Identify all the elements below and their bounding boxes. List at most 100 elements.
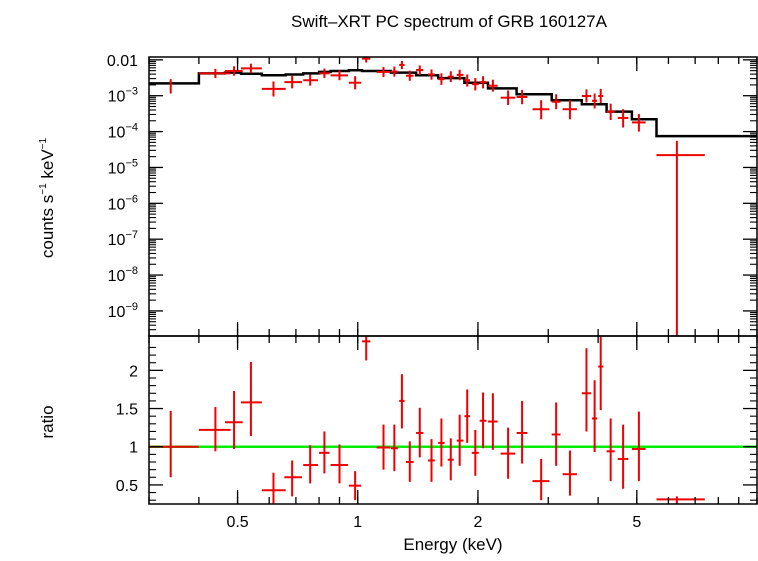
x-axis-label: Energy (keV) bbox=[403, 535, 502, 554]
spectrum-data-point bbox=[631, 113, 646, 132]
spectrum-data-point bbox=[224, 66, 243, 76]
ratio-data-point bbox=[532, 458, 550, 501]
spectrum-data-point bbox=[198, 68, 231, 79]
ratio-data-point bbox=[348, 471, 362, 501]
ratio-data-point bbox=[319, 431, 330, 474]
spectrum-data-point bbox=[261, 81, 286, 97]
spectrum-data-point bbox=[500, 90, 516, 106]
spectrum-data-point bbox=[456, 69, 464, 81]
ratio-panel: 0.5 1 1.5 2 0.5 1 2 5 bbox=[116, 335, 758, 531]
ratio-data-point bbox=[631, 411, 646, 482]
ratio-data-point bbox=[656, 496, 705, 504]
x-tick-label: 0.5 bbox=[226, 514, 248, 531]
spectrum-data-point bbox=[562, 100, 577, 120]
ratio-data-point bbox=[405, 441, 414, 482]
y-tick-label: 1 bbox=[129, 440, 138, 457]
svg-text:counts s−1 keV−1: counts s−1 keV−1 bbox=[38, 137, 57, 258]
spectrum-data-point bbox=[241, 63, 262, 73]
spectrum-data-point bbox=[319, 68, 330, 79]
spectrum-data-point bbox=[516, 89, 528, 105]
ratio-data-point bbox=[303, 445, 318, 484]
spectrum-data-point bbox=[656, 140, 705, 336]
ratio-data-point bbox=[438, 418, 445, 467]
spectrum-data-point bbox=[438, 73, 445, 85]
ratio-data-point bbox=[447, 438, 454, 481]
ratio-data-point bbox=[464, 389, 470, 443]
y-axis-label-ratio: ratio bbox=[38, 405, 57, 438]
x-tick-label: 1 bbox=[353, 514, 362, 531]
ratio-data-point bbox=[500, 427, 516, 479]
ratio-data-point bbox=[399, 374, 405, 429]
x-tick-label: 5 bbox=[632, 514, 641, 531]
ratio-plot-area bbox=[149, 336, 757, 504]
spectrum-data-point bbox=[428, 69, 435, 80]
spectrum-data-point bbox=[348, 76, 362, 90]
ratio-data-point bbox=[581, 348, 592, 432]
y-tick-label: 10−7 bbox=[108, 229, 138, 249]
spectrum-data-point bbox=[488, 79, 498, 92]
spectrum-data-point bbox=[464, 74, 470, 87]
spectrum-data-point bbox=[581, 89, 592, 103]
model-histogram bbox=[149, 69, 757, 138]
ratio-data-point bbox=[598, 336, 604, 411]
y-tick-label: 10−4 bbox=[108, 122, 138, 142]
spectrum-data-point bbox=[598, 88, 604, 104]
ratio-data-point bbox=[149, 410, 199, 478]
spectrum-data-point bbox=[591, 93, 598, 109]
spectrum-data-point bbox=[376, 67, 391, 78]
spectrum-panel-frame bbox=[148, 56, 758, 337]
y-tick-label: 10−9 bbox=[108, 301, 138, 321]
ratio-data-point bbox=[516, 400, 528, 464]
ratio-data-point bbox=[479, 392, 487, 449]
spectrum-data-point bbox=[330, 70, 348, 81]
spectrum-data-point bbox=[606, 103, 615, 121]
y-axis-label-spectrum: counts s−1 keV−1 bbox=[38, 137, 57, 258]
spectrum-data-point bbox=[551, 94, 561, 110]
ratio-data-point bbox=[261, 472, 286, 504]
x-tick-label: 2 bbox=[473, 514, 482, 531]
y-tick-label: 10−3 bbox=[108, 86, 138, 106]
y-tick-label: 10−6 bbox=[108, 193, 138, 213]
spectrum-ticks bbox=[148, 57, 758, 336]
spectrum-data-point bbox=[405, 70, 414, 81]
y-tick-label: 1.5 bbox=[116, 402, 138, 419]
y-tick-label: 0.01 bbox=[107, 53, 138, 70]
ratio-data-point bbox=[488, 393, 498, 450]
ratio-data-point bbox=[562, 450, 577, 496]
ratio-data-point bbox=[362, 336, 371, 361]
ratio-data-point bbox=[390, 424, 398, 472]
ratio-data-point bbox=[606, 418, 615, 482]
y-tick-label: 10−5 bbox=[108, 157, 138, 177]
y-tick-label: 10−8 bbox=[108, 265, 138, 285]
ratio-data-point bbox=[617, 424, 629, 489]
x-tick-labels: 0.5 1 2 5 bbox=[226, 514, 641, 531]
y-label-counts: counts s bbox=[38, 195, 57, 258]
y-tick-label: 0.5 bbox=[116, 478, 138, 495]
y-label-kev: keV bbox=[38, 149, 57, 184]
ratio-data-point bbox=[591, 380, 598, 453]
spectrum-data-point bbox=[447, 71, 454, 83]
ratio-data-point bbox=[471, 429, 479, 476]
spectrum-data-point bbox=[532, 100, 550, 120]
spectrum-data-point bbox=[471, 78, 479, 91]
y-label-exp-2: −1 bbox=[38, 137, 49, 149]
spectrum-data-point bbox=[284, 75, 302, 89]
ratio-data-point bbox=[376, 424, 391, 470]
y-tick-label: 2 bbox=[129, 363, 138, 380]
spectrum-y-tick-labels: 0.01 10−3 10−4 10−5 10−6 10−7 10−8 10−9 bbox=[107, 53, 138, 321]
ratio-ticks bbox=[148, 336, 758, 504]
spectrum-data-point bbox=[303, 74, 318, 86]
spectrum-panel: 0.01 10−3 10−4 10−5 10−6 10−7 10−8 10−9 bbox=[107, 53, 758, 337]
ratio-data-point bbox=[330, 444, 348, 484]
ratio-data-point bbox=[284, 460, 302, 497]
chart-title: Swift–XRT PC spectrum of GRB 160127A bbox=[291, 12, 608, 31]
spectrum-data-point bbox=[416, 65, 424, 75]
ratio-data-point bbox=[551, 402, 561, 466]
spectrum-data-point bbox=[390, 66, 398, 77]
spectrum-data-point bbox=[479, 76, 487, 89]
ratio-data-point bbox=[224, 390, 243, 450]
spectrum-data-point bbox=[399, 60, 405, 70]
ratio-data-point bbox=[198, 407, 231, 452]
ratio-panel-frame bbox=[148, 335, 758, 505]
